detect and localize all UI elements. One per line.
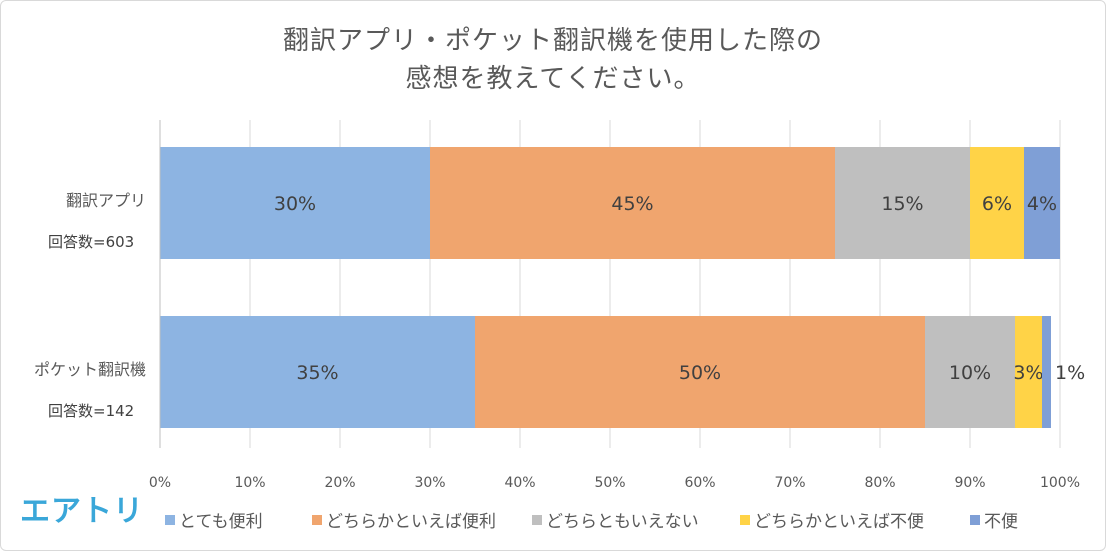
data-label: 35% — [296, 362, 338, 384]
bar-segment — [430, 147, 835, 259]
x-tick-label: 20% — [324, 475, 355, 491]
data-label: 30% — [274, 193, 316, 215]
x-tick-label: 90% — [954, 475, 985, 491]
legend-swatch — [532, 515, 542, 525]
data-label: 3% — [1013, 362, 1043, 384]
x-tick-label: 80% — [864, 475, 895, 491]
legend-label: とても便利 — [179, 512, 263, 532]
bar-segment — [160, 316, 475, 428]
bar-segment — [1042, 316, 1051, 428]
data-label: 45% — [611, 193, 653, 215]
data-label: 50% — [679, 362, 721, 384]
respondent-count-label: 回答数=142 — [48, 402, 134, 420]
y-category-label: ポケット翻訳機 — [34, 360, 146, 379]
legend-swatch — [312, 515, 322, 525]
x-tick-label: 40% — [504, 475, 535, 491]
x-tick-label: 50% — [594, 475, 625, 491]
data-label: 4% — [1027, 193, 1057, 215]
legend-label: 不便 — [984, 512, 1018, 532]
chart-title-line1: 翻訳アプリ・ポケット翻訳機を使用した際の — [282, 26, 823, 56]
x-tick-label: 10% — [234, 475, 265, 491]
bar-segment — [1024, 147, 1060, 259]
bar-segment — [475, 316, 925, 428]
legend-swatch — [165, 515, 175, 525]
x-tick-label: 60% — [684, 475, 715, 491]
bar-segment — [970, 147, 1024, 259]
bar-segment — [835, 147, 970, 259]
chart-title-line2: 感想を教えてください。 — [405, 64, 701, 94]
data-label: 10% — [949, 362, 991, 384]
x-tick-label: 30% — [414, 475, 445, 491]
data-label: 6% — [982, 193, 1012, 215]
legend-label: どちらかといえば便利 — [326, 512, 496, 532]
x-tick-label: 0% — [149, 475, 171, 491]
y-category-label: 翻訳アプリ — [66, 191, 146, 210]
data-label: 15% — [881, 193, 923, 215]
data-label: 1% — [1055, 362, 1085, 384]
respondent-count-label: 回答数=603 — [48, 233, 134, 251]
bar-segment — [160, 147, 430, 259]
brand-logo: エアトリ — [20, 495, 144, 528]
x-tick-label: 100% — [1040, 475, 1080, 491]
bar-segment — [1015, 316, 1042, 428]
legend-swatch — [970, 515, 980, 525]
legend-swatch — [740, 515, 750, 525]
bar-segment — [925, 316, 1015, 428]
legend-label: どちらかといえば不便 — [754, 512, 924, 532]
x-tick-label: 70% — [774, 475, 805, 491]
legend-label: どちらともいえない — [546, 512, 699, 532]
